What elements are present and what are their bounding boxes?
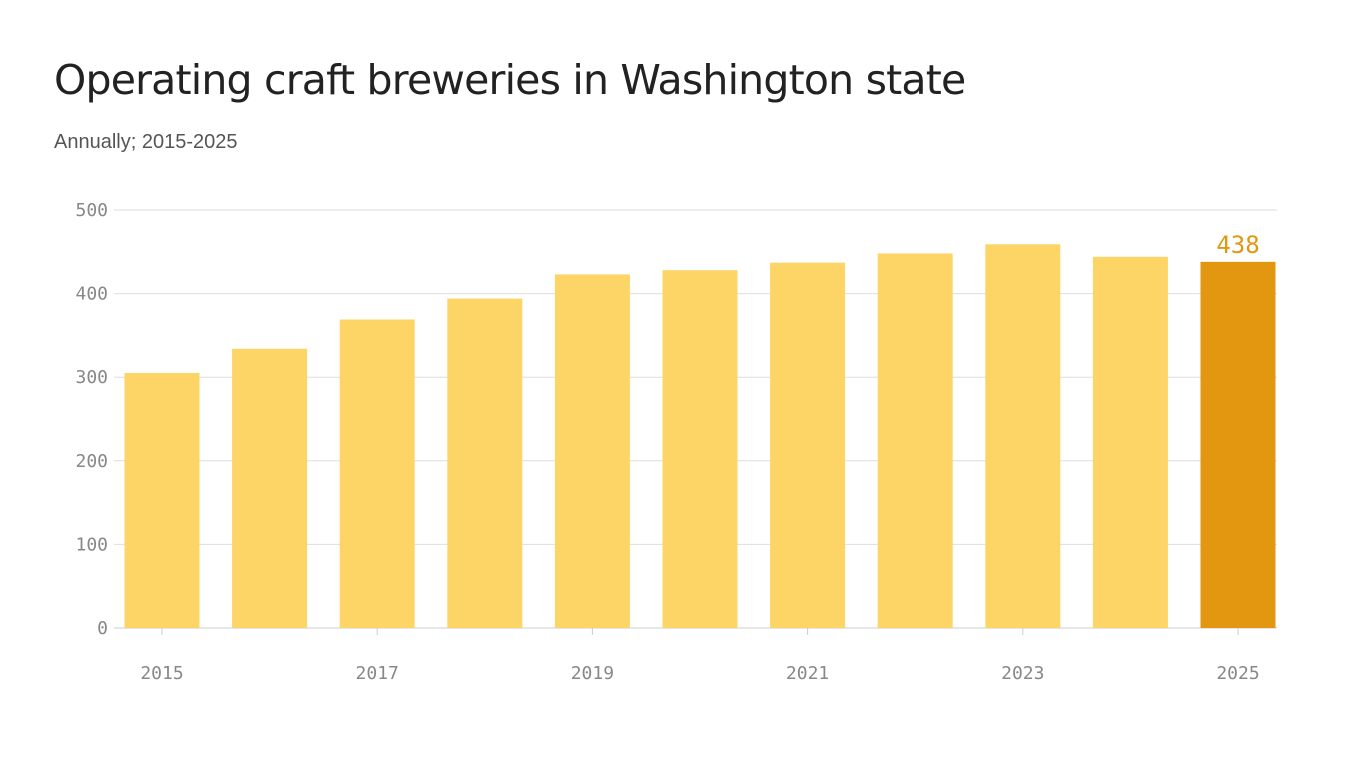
data-label-2025: 438 xyxy=(1216,231,1259,259)
bar-2017 xyxy=(339,319,415,628)
bar-2015 xyxy=(124,373,200,628)
bar-2020 xyxy=(662,270,738,628)
bar-2024 xyxy=(1092,256,1168,628)
bar-2025 xyxy=(1200,261,1276,628)
data-labels: 438 xyxy=(1216,231,1259,259)
y-tick-label: 300 xyxy=(75,367,108,388)
bars xyxy=(124,244,1276,629)
bar-2022 xyxy=(877,253,953,629)
x-tick-label: 2023 xyxy=(1001,663,1044,684)
bar-2016 xyxy=(232,348,308,628)
bar-2019 xyxy=(554,274,630,628)
chart-title: Operating craft breweries in Washington … xyxy=(54,56,966,104)
x-tick-label: 2025 xyxy=(1216,663,1259,684)
y-tick-label: 200 xyxy=(75,451,108,472)
bar-2023 xyxy=(985,244,1061,628)
bar-2018 xyxy=(447,298,523,628)
x-tick-label: 2019 xyxy=(571,663,614,684)
bar-2021 xyxy=(770,262,846,628)
x-axis: 2015 2017 2019 2021 2023 2025 xyxy=(140,628,1260,684)
x-tick-label: 2021 xyxy=(786,663,829,684)
y-tick-label: 400 xyxy=(75,284,108,305)
y-tick-label: 500 xyxy=(75,200,108,221)
y-tick-label: 0 xyxy=(97,618,108,639)
chart-subtitle: Annually; 2015-2025 xyxy=(54,131,238,153)
x-tick-label: 2015 xyxy=(140,663,183,684)
x-tick-label: 2017 xyxy=(356,663,399,684)
y-tick-label: 100 xyxy=(75,534,108,555)
